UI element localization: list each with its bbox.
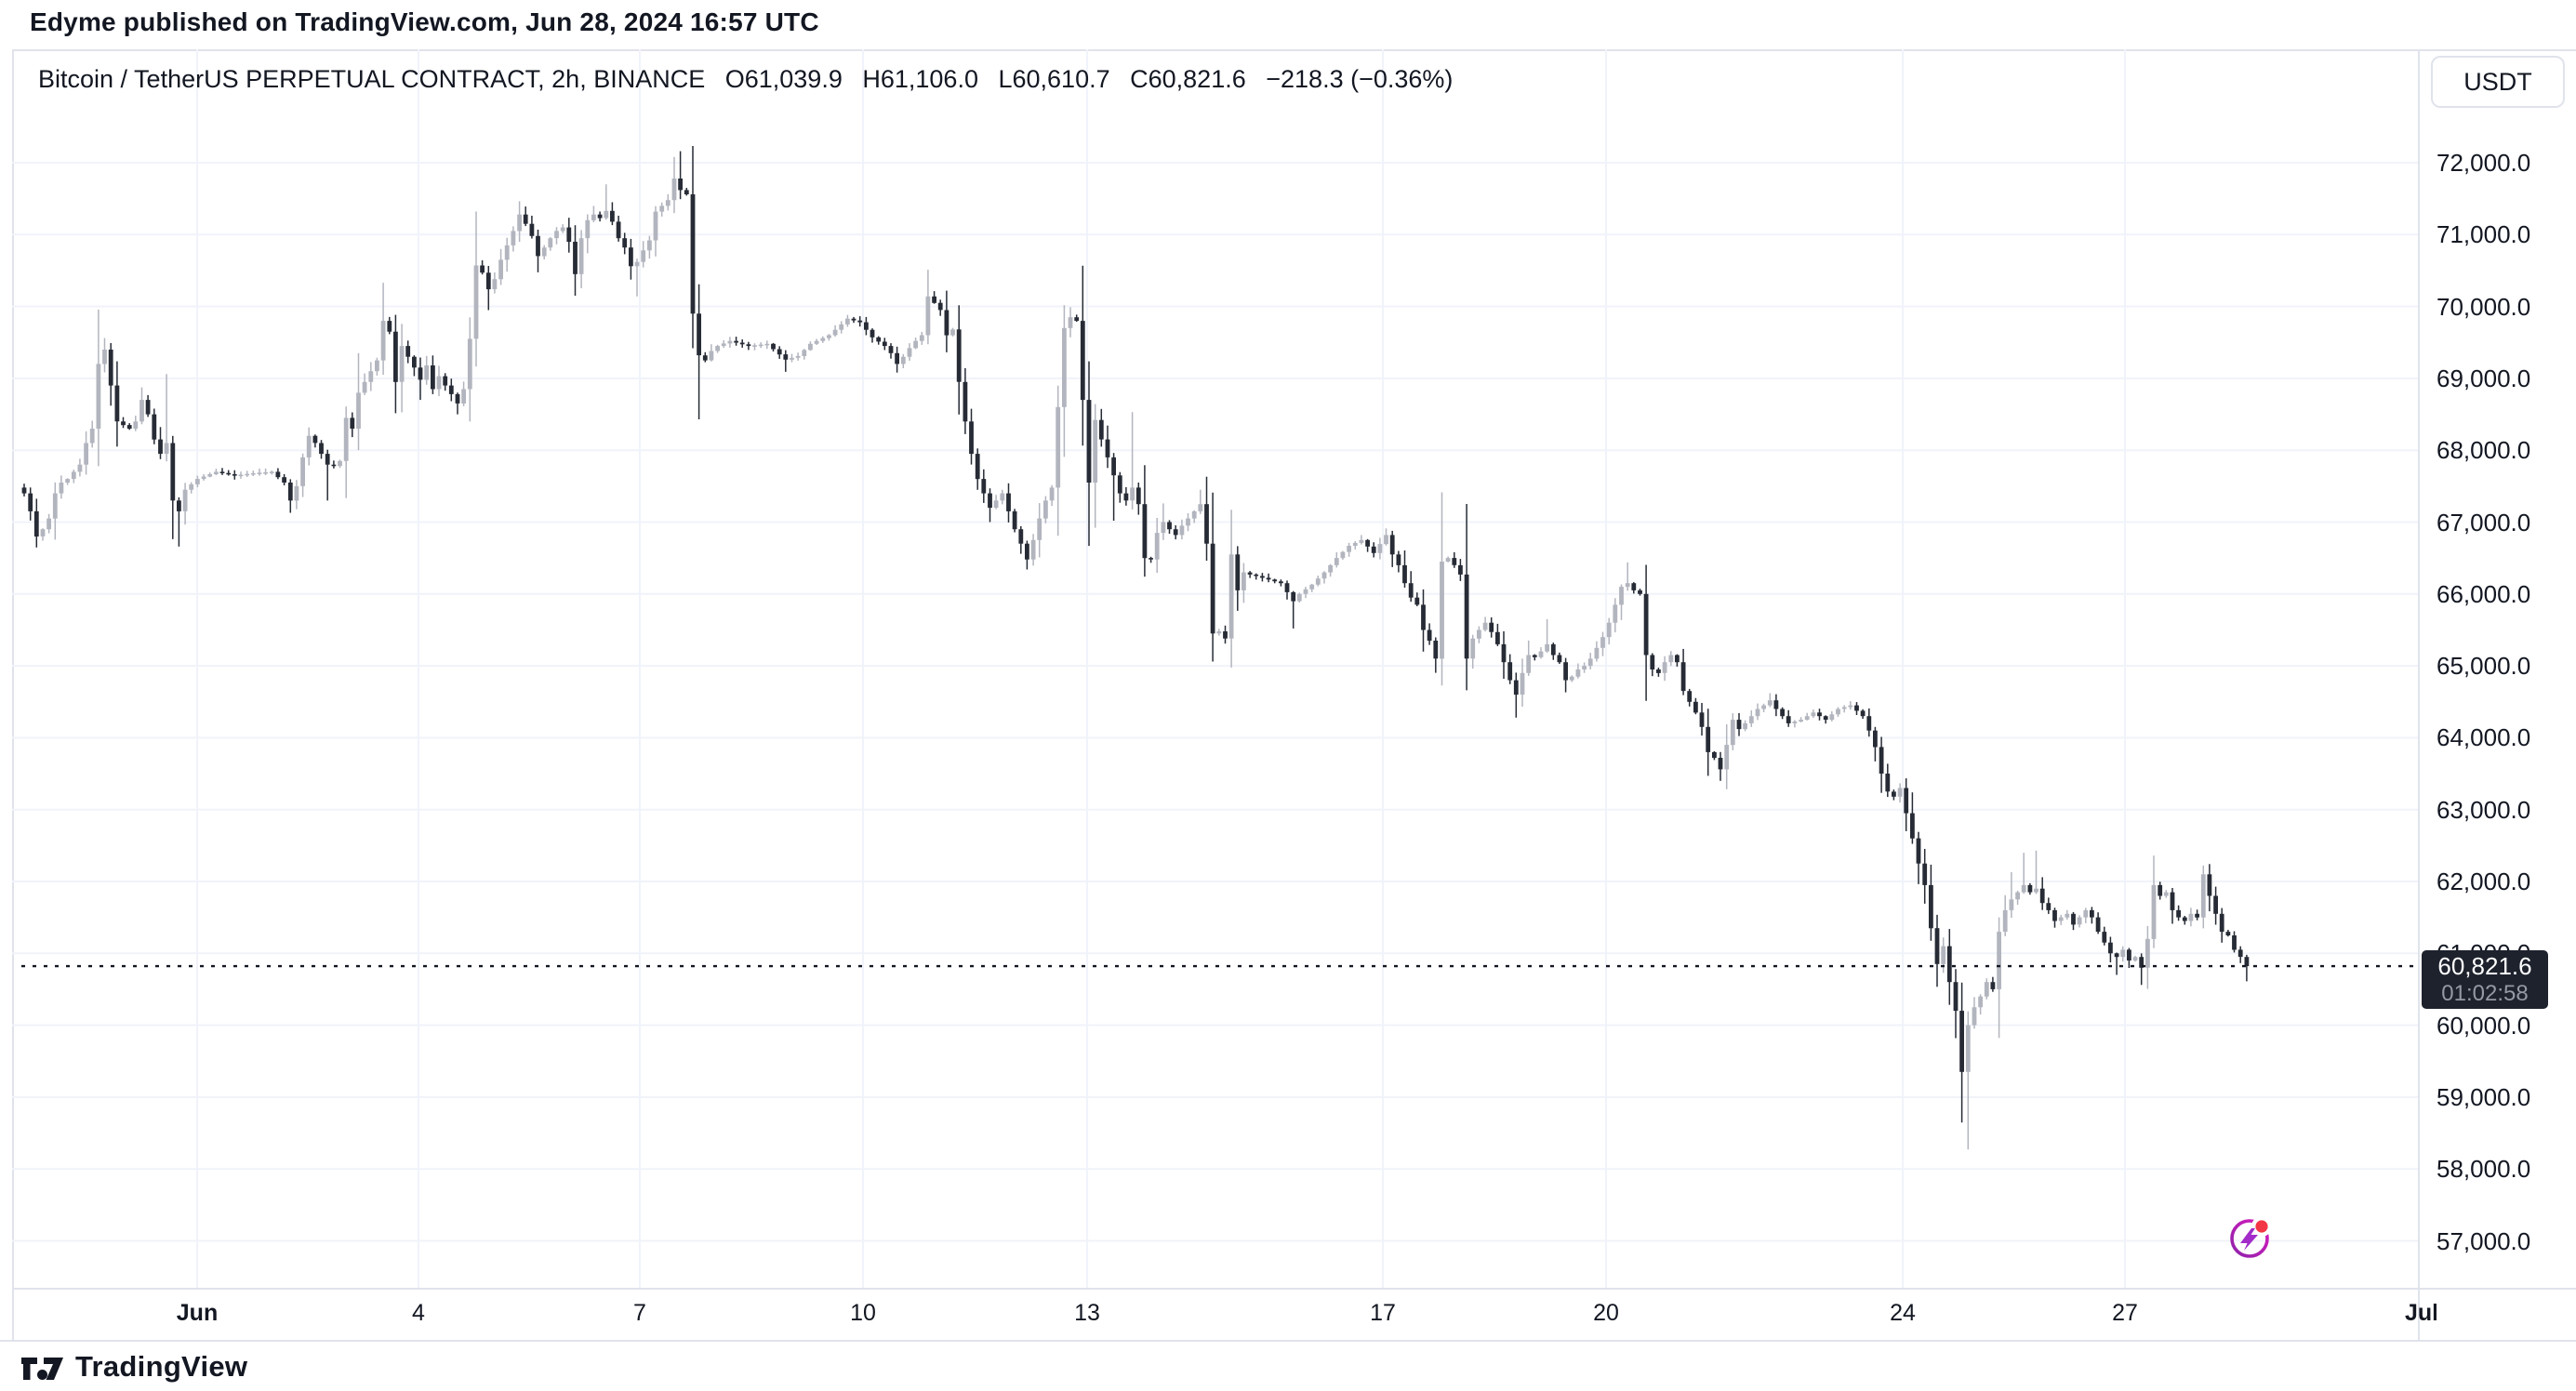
- price-tick-label: 59,000.0: [2437, 1082, 2531, 1111]
- flash-icon[interactable]: [2227, 1215, 2274, 1262]
- time-tick-label: 27: [2112, 1300, 2138, 1326]
- price-tick-label: 66,000.0: [2437, 579, 2531, 608]
- time-tick-label: 24: [1890, 1300, 1916, 1326]
- price-tick-label: 65,000.0: [2437, 652, 2531, 681]
- ohlc-open: O61,039.9: [724, 65, 843, 93]
- chart-legend: Bitcoin / TetherUS PERPETUAL CONTRACT, 2…: [38, 65, 1466, 94]
- price-tick-label: 57,000.0: [2437, 1226, 2531, 1255]
- last-price-label: 60,821.6 01:02:58: [2422, 950, 2548, 1010]
- ohlc-high: H61,106.0: [862, 65, 978, 93]
- price-tick-label: 68,000.0: [2437, 436, 2531, 465]
- ohlc-change: −218.3 (−0.36%): [1266, 65, 1454, 93]
- price-tick-label: 71,000.0: [2437, 220, 2531, 249]
- time-tick-label: 7: [633, 1300, 646, 1326]
- price-axis[interactable]: 72,000.0 71,000.0 70,000.0 69,000.0 68,000.0…: [2420, 49, 2576, 1288]
- time-tick-label: 4: [412, 1300, 425, 1326]
- tradingview-logo[interactable]: TradingView: [21, 1350, 247, 1384]
- time-axis[interactable]: Jun 4 7 10 13 17 20 24 27 Jul: [0, 1289, 2437, 1339]
- time-axis-line: [12, 1288, 2576, 1290]
- lightning-bolt-icon: [2240, 1228, 2258, 1251]
- notification-dot: [2255, 1220, 2268, 1233]
- currency-toggle-button[interactable]: USDT: [2431, 56, 2565, 108]
- last-price-value: 60,821.6: [2437, 952, 2532, 981]
- price-tick-label: 69,000.0: [2437, 364, 2531, 392]
- price-tick-label: 64,000.0: [2437, 723, 2531, 752]
- price-tick-label: 67,000.0: [2437, 508, 2531, 537]
- time-tick-label: 13: [1074, 1300, 1100, 1326]
- time-tick-label: Jun: [176, 1300, 219, 1326]
- price-tick-label: 58,000.0: [2437, 1155, 2531, 1184]
- publish-attribution: Edyme published on TradingView.com, Jun …: [30, 7, 819, 36]
- symbol-title: Bitcoin / TetherUS PERPETUAL CONTRACT, 2…: [38, 65, 706, 93]
- frame-left: [12, 49, 14, 1340]
- price-tick-label: 60,000.0: [2437, 1011, 2531, 1040]
- ohlc-low: L60,610.7: [998, 65, 1110, 93]
- price-tick-label: 62,000.0: [2437, 868, 2531, 895]
- time-tick-label: 10: [850, 1300, 876, 1326]
- bar-countdown: 01:02:58: [2441, 981, 2529, 1007]
- price-tick-label: 63,000.0: [2437, 795, 2531, 824]
- tradingview-logo-text: TradingView: [75, 1350, 248, 1383]
- tradingview-mark-icon: [21, 1358, 63, 1380]
- price-axis-line: [2418, 49, 2420, 1340]
- time-tick-label: Jul: [2404, 1300, 2437, 1326]
- time-tick-label: 20: [1593, 1300, 1619, 1326]
- price-tick-label: 70,000.0: [2437, 292, 2531, 321]
- frame-top: [12, 49, 2576, 51]
- frame-bottom: [0, 1340, 2576, 1342]
- currency-toggle-label: USDT: [2463, 67, 2532, 96]
- ohlc-close: C60,821.6: [1130, 65, 1246, 93]
- time-tick-label: 17: [1370, 1300, 1396, 1326]
- price-tick-label: 72,000.0: [2437, 149, 2531, 177]
